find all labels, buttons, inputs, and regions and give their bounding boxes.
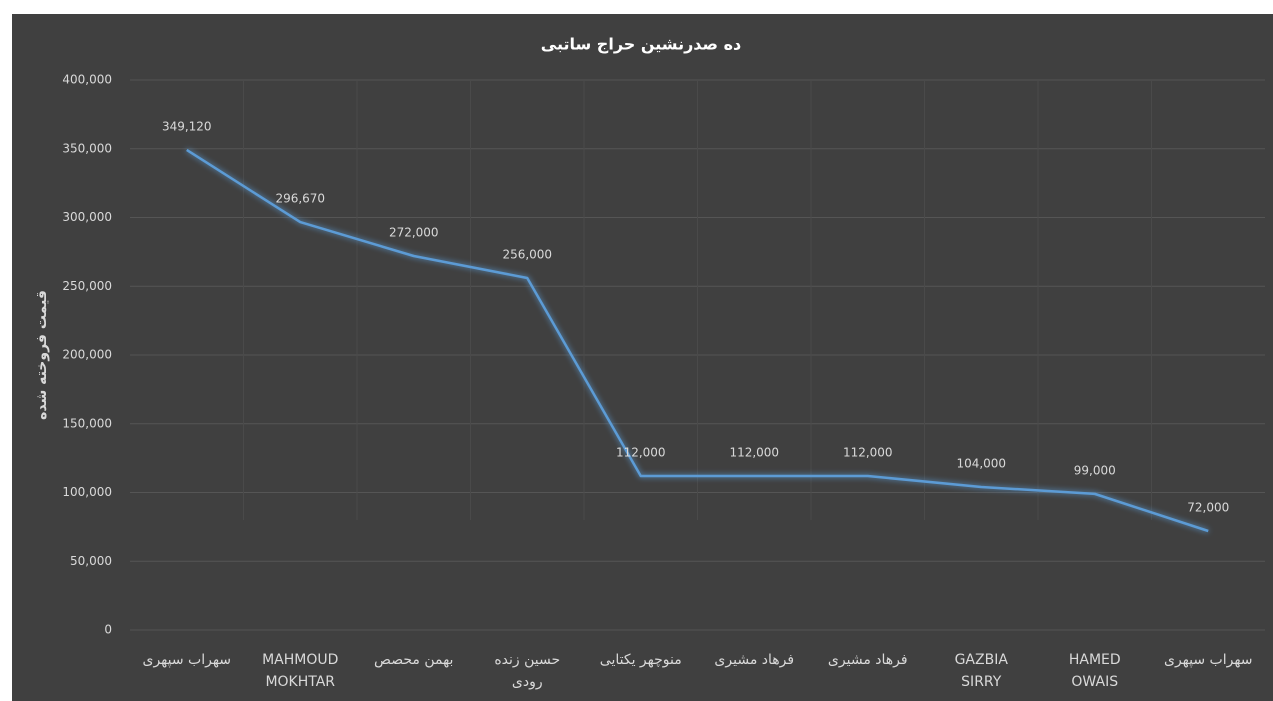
x-tick-label: فرهاد مشیری xyxy=(828,652,908,668)
data-label: 256,000 xyxy=(502,248,552,262)
x-tick-label: بهمن محصص xyxy=(374,652,453,668)
data-line xyxy=(186,148,1209,533)
y-tick-label: 350,000 xyxy=(62,141,112,155)
data-label: 272,000 xyxy=(389,226,439,240)
y-tick-label: 100,000 xyxy=(62,485,112,499)
data-label: 112,000 xyxy=(616,446,666,460)
y-tick-label: 250,000 xyxy=(62,279,112,293)
data-label: 349,120 xyxy=(162,119,212,133)
y-tick-label: 400,000 xyxy=(62,73,112,87)
x-tick-label: HAMED OWAIS xyxy=(1069,652,1121,690)
x-tick-label: سهراب سپهری xyxy=(1164,652,1253,668)
data-label: 99,000 xyxy=(1074,463,1116,477)
y-tick-label: 200,000 xyxy=(62,348,112,362)
x-tick-label: منوچهر یکتایی xyxy=(600,652,682,668)
x-tick-label: فرهاد مشیری xyxy=(714,652,794,668)
data-label: 296,670 xyxy=(275,192,325,206)
chart-background xyxy=(12,14,1273,701)
y-tick-label: 150,000 xyxy=(62,416,112,430)
x-tick-label: حسین زنده رودی xyxy=(494,652,560,690)
x-tick-label: MAHMOUD MOKHTAR xyxy=(262,652,338,690)
data-label: 112,000 xyxy=(729,446,779,460)
y-tick-label: 50,000 xyxy=(70,554,112,568)
chart-title: ده صدرنشین حراج ساتبی xyxy=(541,35,741,54)
y-axis-label: قیمت فروخته شده xyxy=(34,290,50,420)
data-label: 72,000 xyxy=(1187,501,1229,515)
x-tick-label: سهراب سپهری xyxy=(142,652,231,668)
data-label: 112,000 xyxy=(843,446,893,460)
y-tick-label: 0 xyxy=(104,623,112,637)
y-tick-label: 300,000 xyxy=(62,210,112,224)
x-tick-label: GAZBIA SIRRY xyxy=(955,652,1009,690)
data-label: 104,000 xyxy=(956,457,1006,471)
